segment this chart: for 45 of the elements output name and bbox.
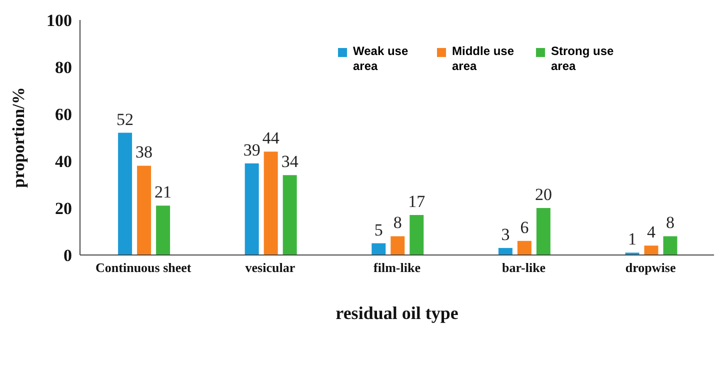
legend-label: Middle use area bbox=[452, 44, 516, 74]
bar bbox=[282, 175, 297, 255]
x-tick-label: Continuous sheet bbox=[96, 260, 192, 276]
bar bbox=[390, 236, 405, 255]
data-label: 52 bbox=[116, 110, 134, 129]
data-label: 8 bbox=[393, 213, 402, 232]
data-label: 38 bbox=[136, 142, 153, 162]
y-tick-label: 100 bbox=[46, 11, 72, 30]
data-label: 4 bbox=[646, 222, 656, 242]
data-label: 34 bbox=[281, 152, 299, 172]
bar bbox=[244, 163, 259, 255]
bar bbox=[264, 152, 278, 255]
bar bbox=[517, 240, 532, 255]
data-label: 1 bbox=[628, 230, 636, 249]
x-tick-label: vesicular bbox=[245, 260, 296, 276]
bar bbox=[536, 208, 550, 255]
data-label: 8 bbox=[666, 213, 674, 232]
y-tick-label: 80 bbox=[55, 58, 72, 78]
x-tick-label: dropwise bbox=[625, 260, 676, 276]
data-label: 20 bbox=[534, 185, 552, 204]
y-axis-title: proportion/% bbox=[9, 87, 28, 188]
bar bbox=[410, 215, 424, 255]
x-tick-label: film-like bbox=[374, 260, 421, 276]
x-tick-label: bar-like bbox=[502, 260, 546, 276]
y-tick-label: 0 bbox=[64, 246, 72, 266]
bar bbox=[118, 132, 132, 255]
bar bbox=[498, 248, 512, 255]
data-label: 6 bbox=[520, 218, 529, 237]
y-tick-label: 20 bbox=[55, 199, 72, 218]
bar bbox=[372, 243, 386, 255]
legend-label: Strong use area bbox=[551, 44, 615, 74]
y-tick-label: 40 bbox=[55, 152, 72, 172]
bar bbox=[137, 166, 152, 255]
legend-label: Weak use area bbox=[353, 44, 410, 74]
data-label: 21 bbox=[154, 182, 172, 202]
bar bbox=[644, 246, 658, 255]
bar bbox=[156, 206, 170, 255]
data-label: 44 bbox=[262, 128, 280, 148]
data-label: 5 bbox=[374, 220, 383, 240]
y-tick-label: 60 bbox=[55, 105, 72, 124]
data-label: 39 bbox=[243, 140, 260, 160]
data-label: 17 bbox=[408, 192, 426, 212]
bar bbox=[663, 236, 678, 255]
x-axis-title: residual oil type bbox=[336, 303, 458, 323]
data-label: 3 bbox=[501, 224, 510, 244]
